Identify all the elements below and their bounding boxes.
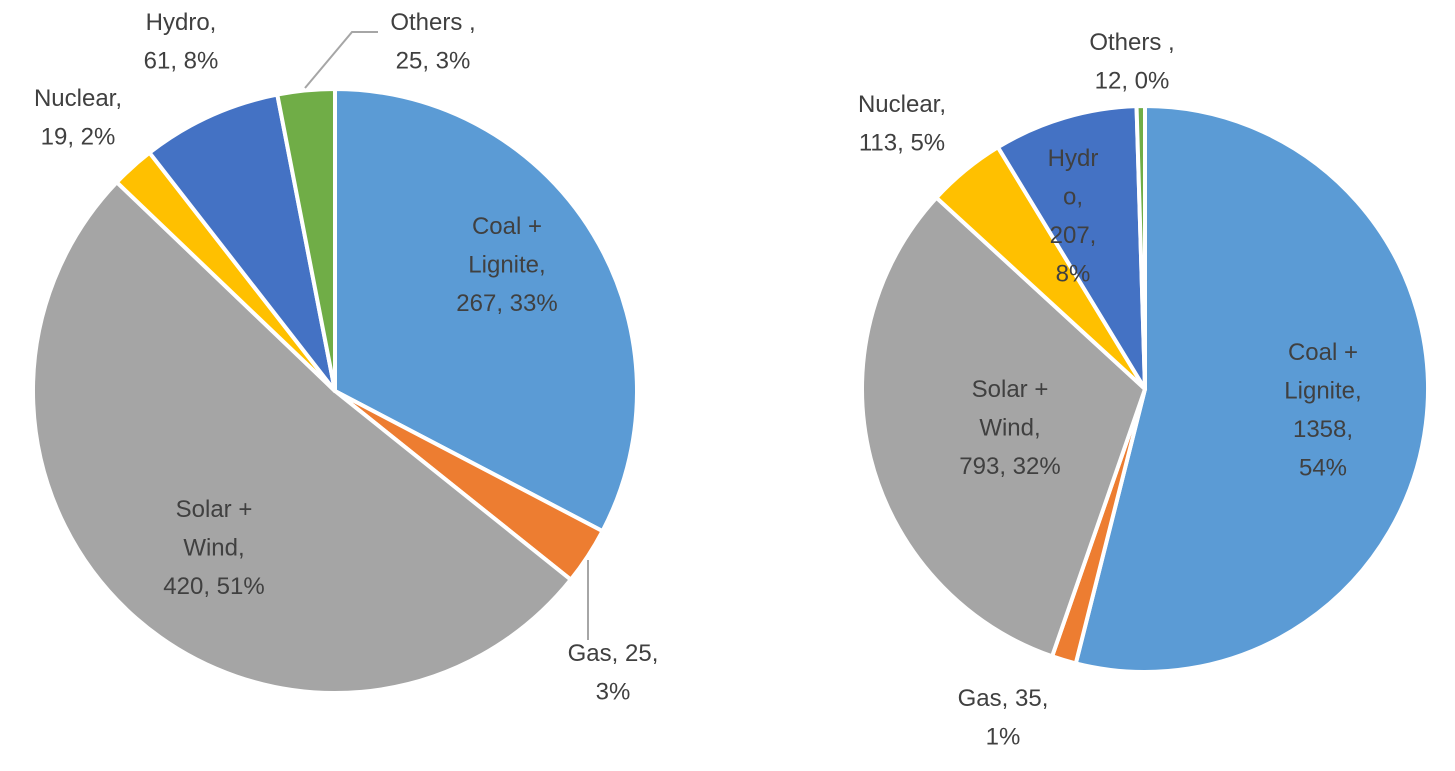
data-label-line: Hydro, [146,9,217,36]
pie-slice-coal-lignite [1073,104,1430,674]
data-label-solar-wind: Solar + Wind, 793, 32% [959,376,1060,480]
pie-chart-left: Coal + Lignite, 267, 33% Gas, 25, 3% Solar + W… [30,9,659,706]
pie-chart-right: Coal + Lignite, 1358, 54% Gas, 35, 1% Solar + W… [858,29,1430,751]
data-label-line: 113, 5% [859,130,945,157]
pie-slice-solar-wind [860,195,1147,659]
data-label-line: 3% [596,679,631,706]
pie-slice-others [1134,104,1147,391]
data-label-line: Lignite, [468,252,545,279]
data-label-line: 420, 51% [163,573,264,600]
data-label-line: Hydr [1048,145,1099,172]
data-label-line: Coal + [472,213,542,240]
pie-slice-solar-wind [30,180,573,695]
pie-slice-hydro [995,104,1147,391]
data-label-line: 12, 0% [1095,68,1170,95]
data-label-coal-lignite: Coal + Lignite, 267, 33% [456,213,557,317]
data-label-line: Wind, [979,415,1040,442]
data-label-line: Others , [1089,29,1174,56]
data-label-line: Lignite, [1284,378,1361,405]
data-label-line: 54% [1299,455,1347,482]
data-label-line: Solar + [972,376,1049,403]
data-label-line: Gas, 25, [568,640,659,667]
data-label-line: Coal + [1288,339,1358,366]
data-label-solar-wind: Solar + Wind, 420, 51% [163,496,264,600]
data-label-line: Nuclear, [34,85,122,112]
data-label-coal-lignite: Coal + Lignite, 1358, 54% [1284,339,1361,482]
data-label-line: 8% [1056,261,1091,288]
data-label-others: Others , 12, 0% [1089,29,1174,95]
data-label-line: 1358, [1293,416,1353,443]
data-label-line: o, [1063,184,1083,211]
data-label-line: 1% [986,724,1021,751]
data-label-line: 19, 2% [41,124,116,151]
data-label-line: Gas, 35, [958,685,1049,712]
data-label-gas: Gas, 35, 1% [958,685,1049,751]
data-label-gas: Gas, 25, 3% [568,640,659,706]
leader-line [304,31,378,89]
pie-slice-others [275,87,337,393]
data-label-line: 61, 8% [144,48,219,75]
pie-slice-hydro [147,92,337,393]
data-label-line: 793, 32% [959,453,1060,480]
data-label-nuclear: Nuclear, 113, 5% [858,91,946,157]
data-label-hydro: Hydr o, 207, 8% [1048,145,1099,288]
data-label-line: 267, 33% [456,290,557,317]
data-label-line: Solar + [176,496,253,523]
data-label-others: Others , 25, 3% [390,9,475,75]
data-label-nuclear: Nuclear, 19, 2% [34,85,122,151]
data-label-line: Wind, [183,535,244,562]
data-label-hydro: Hydro, 61, 8% [144,9,219,75]
pie-slice-coal-lignite [333,87,639,534]
data-label-line: 25, 3% [396,48,471,75]
data-label-line: Others , [390,9,475,36]
data-label-line: 207, [1050,222,1097,249]
data-label-line: Nuclear, [858,91,946,118]
